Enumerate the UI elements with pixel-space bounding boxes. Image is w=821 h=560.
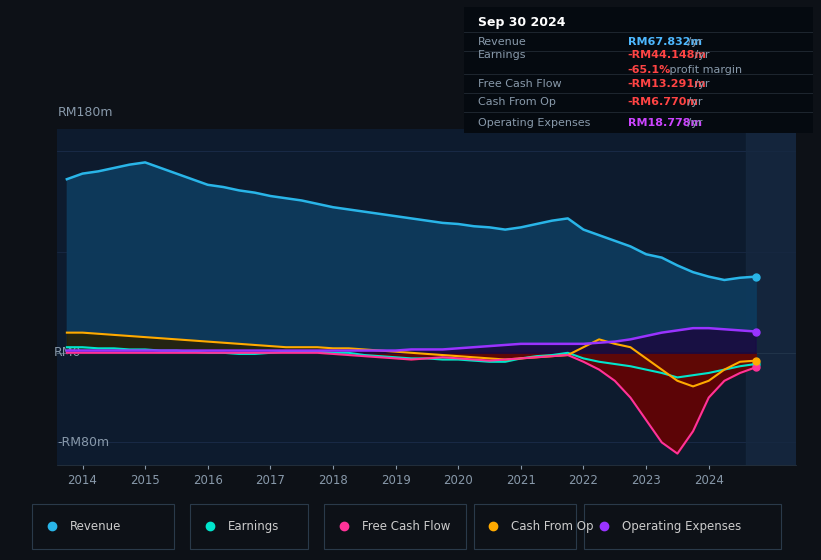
Text: Revenue: Revenue (70, 520, 122, 533)
Bar (323, 504, 466, 549)
Text: Free Cash Flow: Free Cash Flow (478, 78, 562, 88)
Text: -RM13.291m: -RM13.291m (628, 78, 707, 88)
Text: Earnings: Earnings (478, 50, 526, 60)
Bar (474, 504, 576, 549)
Text: /yr: /yr (690, 50, 709, 60)
Text: Operating Expenses: Operating Expenses (621, 520, 741, 533)
Text: -65.1%: -65.1% (628, 66, 671, 75)
Text: profit margin: profit margin (666, 66, 741, 75)
Text: /yr: /yr (685, 37, 703, 47)
Text: RM67.832m: RM67.832m (628, 37, 702, 47)
Text: -RM44.148m: -RM44.148m (628, 50, 707, 60)
Text: -RM6.770m: -RM6.770m (628, 97, 699, 108)
Bar (190, 504, 308, 549)
Text: Operating Expenses: Operating Expenses (478, 118, 590, 128)
Text: -RM80m: -RM80m (57, 436, 109, 449)
Text: /yr: /yr (690, 78, 709, 88)
Text: RM0: RM0 (54, 346, 81, 360)
Text: /yr: /yr (685, 118, 703, 128)
Text: Cash From Op: Cash From Op (478, 97, 556, 108)
Text: RM180m: RM180m (57, 106, 113, 119)
Text: /yr: /yr (685, 97, 703, 108)
Text: Earnings: Earnings (227, 520, 279, 533)
Text: Sep 30 2024: Sep 30 2024 (478, 16, 566, 29)
Text: Free Cash Flow: Free Cash Flow (361, 520, 450, 533)
Bar (584, 504, 781, 549)
Bar (32, 504, 174, 549)
Text: Revenue: Revenue (478, 37, 526, 47)
Text: Cash From Op: Cash From Op (511, 520, 594, 533)
Bar (746, 129, 796, 465)
Text: RM18.778m: RM18.778m (628, 118, 702, 128)
